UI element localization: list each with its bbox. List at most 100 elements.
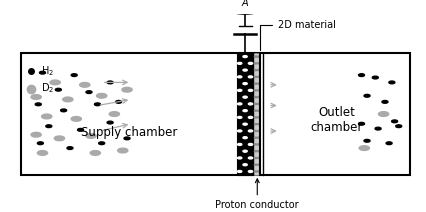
Circle shape: [257, 164, 259, 165]
Circle shape: [221, 0, 268, 14]
Circle shape: [248, 170, 252, 172]
Circle shape: [122, 87, 132, 92]
Circle shape: [254, 171, 256, 172]
Circle shape: [40, 71, 46, 74]
Circle shape: [71, 117, 81, 121]
Circle shape: [254, 144, 256, 145]
Circle shape: [254, 83, 256, 84]
Circle shape: [37, 151, 48, 155]
Circle shape: [248, 116, 252, 118]
Circle shape: [257, 63, 259, 64]
Circle shape: [257, 151, 259, 152]
Circle shape: [96, 93, 106, 98]
Circle shape: [248, 130, 252, 132]
Circle shape: [358, 74, 364, 77]
Circle shape: [248, 103, 252, 105]
Circle shape: [254, 96, 256, 98]
Circle shape: [385, 142, 391, 145]
Circle shape: [41, 114, 52, 119]
Circle shape: [363, 94, 369, 97]
Circle shape: [254, 63, 256, 64]
Circle shape: [242, 96, 247, 98]
Circle shape: [254, 124, 256, 125]
Circle shape: [50, 80, 60, 85]
Bar: [253, 53, 260, 175]
Text: 2D material: 2D material: [260, 20, 335, 50]
Text: D$_2$: D$_2$: [41, 82, 55, 95]
Circle shape: [254, 157, 256, 159]
Circle shape: [31, 95, 41, 99]
Circle shape: [86, 91, 92, 93]
Circle shape: [254, 151, 256, 152]
Circle shape: [254, 70, 256, 71]
Circle shape: [391, 120, 397, 123]
Circle shape: [237, 170, 241, 172]
Circle shape: [254, 164, 256, 165]
Circle shape: [107, 121, 113, 124]
Circle shape: [237, 62, 241, 64]
Circle shape: [388, 81, 394, 84]
Circle shape: [237, 76, 241, 78]
Circle shape: [257, 144, 259, 145]
Circle shape: [248, 144, 252, 145]
Circle shape: [237, 144, 241, 145]
Circle shape: [237, 130, 241, 132]
Circle shape: [63, 97, 73, 102]
Circle shape: [257, 117, 259, 118]
Circle shape: [254, 117, 256, 118]
Circle shape: [254, 90, 256, 91]
Circle shape: [107, 81, 113, 84]
Circle shape: [90, 151, 100, 155]
Circle shape: [86, 134, 96, 138]
Circle shape: [257, 56, 259, 57]
Circle shape: [242, 56, 247, 58]
Text: Outlet
chamber: Outlet chamber: [310, 106, 362, 134]
Circle shape: [237, 157, 241, 159]
Circle shape: [248, 76, 252, 78]
Circle shape: [37, 142, 43, 145]
Circle shape: [257, 124, 259, 125]
Circle shape: [363, 139, 369, 142]
Circle shape: [237, 89, 241, 91]
Circle shape: [242, 69, 247, 71]
Circle shape: [242, 137, 247, 139]
Circle shape: [254, 130, 256, 131]
Circle shape: [371, 76, 377, 79]
Circle shape: [118, 148, 128, 153]
Circle shape: [257, 137, 259, 138]
Circle shape: [254, 137, 256, 138]
Circle shape: [60, 109, 66, 112]
Circle shape: [257, 96, 259, 98]
Circle shape: [254, 103, 256, 105]
Circle shape: [242, 150, 247, 152]
Circle shape: [377, 112, 388, 116]
Circle shape: [381, 100, 387, 103]
Circle shape: [358, 122, 364, 125]
Circle shape: [71, 74, 77, 77]
Circle shape: [248, 157, 252, 159]
Bar: [236, 53, 253, 175]
Circle shape: [257, 70, 259, 71]
Circle shape: [124, 137, 130, 140]
Circle shape: [237, 103, 241, 105]
Circle shape: [237, 116, 241, 118]
Circle shape: [79, 82, 89, 87]
Text: Supply chamber: Supply chamber: [81, 126, 177, 139]
Circle shape: [109, 112, 119, 116]
Circle shape: [254, 56, 256, 57]
Circle shape: [242, 123, 247, 125]
Circle shape: [374, 127, 380, 130]
Circle shape: [257, 83, 259, 84]
Circle shape: [257, 76, 259, 77]
Circle shape: [257, 130, 259, 131]
Circle shape: [46, 125, 52, 128]
Circle shape: [257, 171, 259, 172]
Circle shape: [54, 136, 64, 141]
Circle shape: [78, 128, 83, 131]
Circle shape: [248, 62, 252, 64]
Circle shape: [254, 76, 256, 77]
Circle shape: [254, 110, 256, 111]
Text: H$_2$: H$_2$: [41, 64, 54, 78]
Circle shape: [257, 103, 259, 105]
Circle shape: [257, 110, 259, 111]
